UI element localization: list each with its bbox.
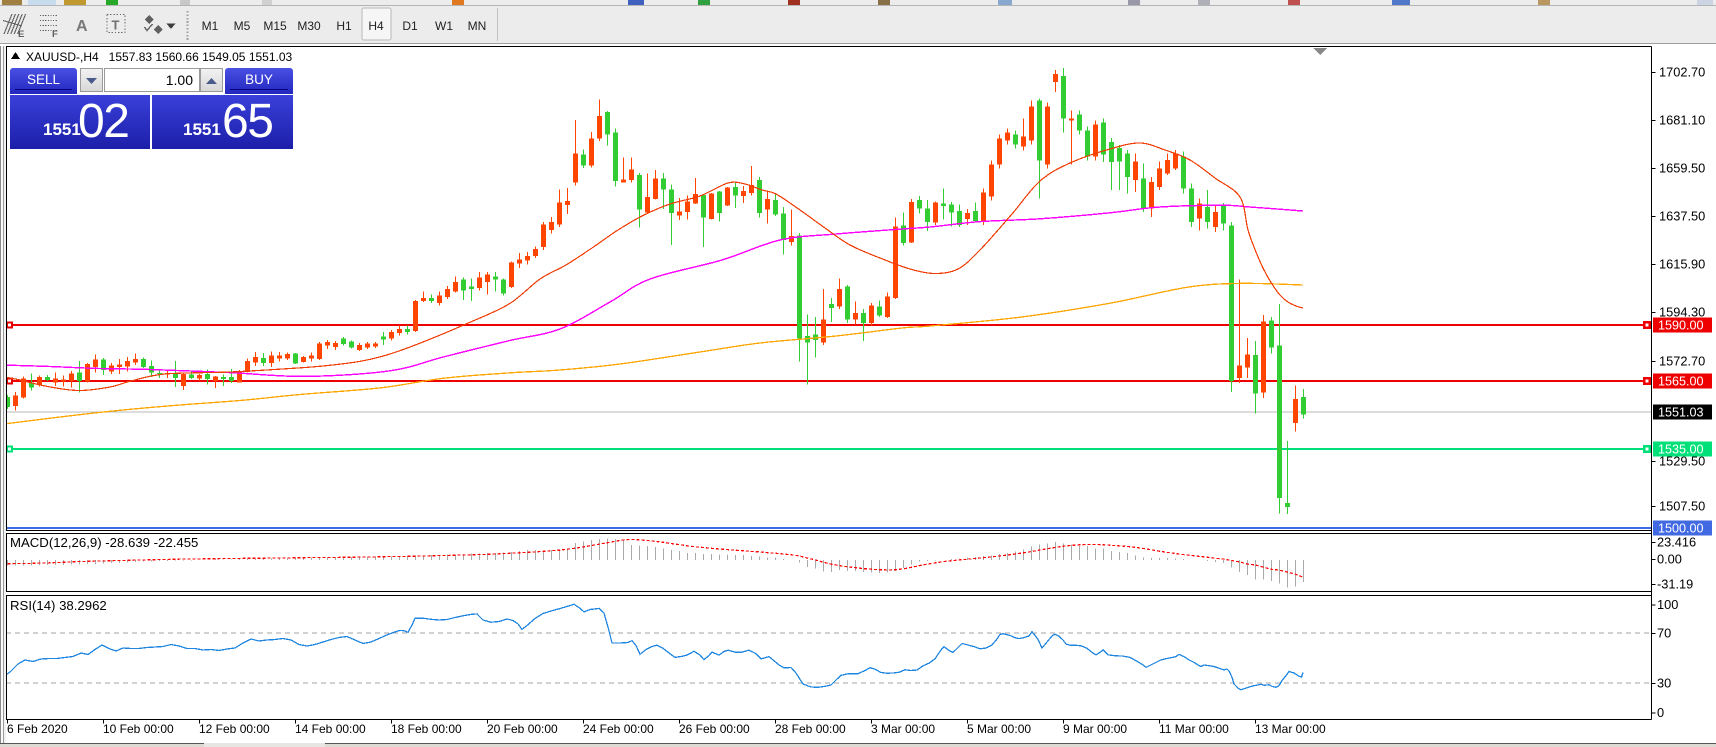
svg-text:6 Feb 2020: 6 Feb 2020: [7, 722, 68, 736]
svg-text:26 Feb 00:00: 26 Feb 00:00: [679, 722, 750, 736]
svg-text:30: 30: [1657, 676, 1671, 691]
svg-text:18 Feb 00:00: 18 Feb 00:00: [391, 722, 462, 736]
svg-text:1637.50: 1637.50: [1659, 209, 1705, 224]
svg-text:1615.90: 1615.90: [1659, 257, 1705, 272]
svg-text:10 Feb 00:00: 10 Feb 00:00: [103, 722, 174, 736]
svg-text:70: 70: [1657, 626, 1671, 641]
svg-text:M5: M5: [234, 19, 251, 33]
svg-text:T: T: [112, 18, 120, 33]
svg-text:MACD(12,26,9) -28.639 -22.455: MACD(12,26,9) -28.639 -22.455: [10, 535, 198, 550]
svg-text:1590.00: 1590.00: [1658, 319, 1704, 333]
svg-text:0: 0: [1657, 705, 1664, 720]
svg-text:1702.70: 1702.70: [1659, 65, 1705, 80]
svg-text:3 Mar 00:00: 3 Mar 00:00: [871, 722, 935, 736]
svg-text:9 Mar 00:00: 9 Mar 00:00: [1063, 722, 1127, 736]
svg-text:100: 100: [1657, 597, 1678, 612]
svg-text:H1: H1: [336, 19, 352, 33]
svg-text:1529.50: 1529.50: [1659, 454, 1705, 469]
svg-text:12 Feb 00:00: 12 Feb 00:00: [199, 722, 270, 736]
svg-text:1659.50: 1659.50: [1659, 161, 1705, 176]
svg-text:1681.10: 1681.10: [1659, 113, 1705, 128]
svg-text:20 Feb 00:00: 20 Feb 00:00: [487, 722, 558, 736]
svg-text:A: A: [76, 18, 88, 35]
svg-text:28 Feb 00:00: 28 Feb 00:00: [775, 722, 846, 736]
svg-text:1551.03: 1551.03: [1658, 406, 1704, 420]
svg-text:1572.70: 1572.70: [1659, 354, 1705, 369]
svg-text:0.00: 0.00: [1657, 552, 1682, 567]
svg-text:1507.50: 1507.50: [1659, 499, 1705, 514]
svg-text:-31.19: -31.19: [1657, 577, 1693, 592]
svg-text:5 Mar 00:00: 5 Mar 00:00: [967, 722, 1031, 736]
svg-text:M1: M1: [202, 19, 219, 33]
svg-text:11 Mar 00:00: 11 Mar 00:00: [1159, 722, 1229, 736]
svg-text:D1: D1: [402, 19, 418, 33]
svg-text:13 Mar 00:00: 13 Mar 00:00: [1255, 722, 1326, 736]
svg-text:1500.00: 1500.00: [1658, 522, 1704, 536]
svg-text:1594.30: 1594.30: [1659, 305, 1705, 320]
svg-text:E: E: [18, 29, 24, 40]
svg-text:M30: M30: [297, 19, 321, 33]
svg-text:F: F: [52, 29, 58, 40]
svg-text:XAUUSD-,H4 1557.83 1560.66 1: XAUUSD-,H4 1557.83 1560.66 1549.05 1551.…: [26, 50, 293, 64]
svg-text:1535.00: 1535.00: [1658, 443, 1704, 457]
svg-text:MN: MN: [468, 19, 487, 33]
svg-text:W1: W1: [435, 19, 453, 33]
svg-text:RSI(14) 38.2962: RSI(14) 38.2962: [10, 598, 107, 613]
svg-text:14 Feb 00:00: 14 Feb 00:00: [295, 722, 366, 736]
svg-text:M15: M15: [263, 19, 287, 33]
svg-text:23.416: 23.416: [1657, 535, 1696, 550]
svg-text:1565.00: 1565.00: [1658, 375, 1704, 389]
svg-text:24 Feb 00:00: 24 Feb 00:00: [583, 722, 654, 736]
svg-text:H4: H4: [368, 19, 384, 33]
